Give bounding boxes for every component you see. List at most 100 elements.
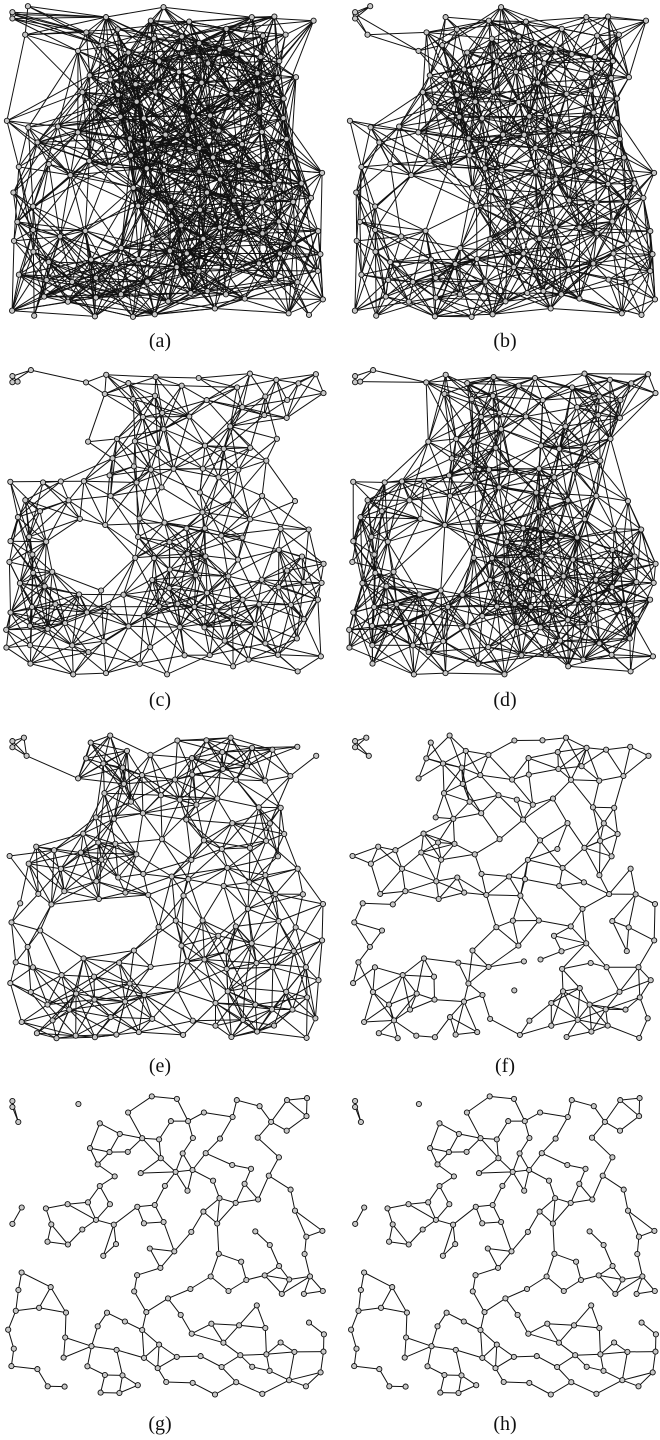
graph-edge (181, 385, 207, 401)
graph-edge (30, 369, 87, 383)
graph-edge (242, 406, 265, 416)
graph-edge (576, 379, 611, 408)
graph-edge (205, 556, 217, 611)
graph-node (547, 305, 554, 312)
graph-node (383, 583, 390, 590)
graph-node (64, 298, 71, 305)
graph-node (191, 603, 198, 610)
graph-edge (490, 190, 519, 226)
graph-edge (236, 387, 243, 408)
graph-edge (556, 495, 597, 536)
graph-node (638, 526, 645, 533)
graph-edge (30, 644, 89, 653)
graph-edge (171, 876, 177, 921)
graph-node (318, 579, 325, 586)
graph-edge (154, 292, 191, 315)
graph-edge (495, 447, 500, 488)
graph-edge (146, 167, 204, 240)
graph-node (416, 591, 423, 598)
graph-edge (610, 392, 656, 440)
graph-edge (353, 593, 420, 613)
graph-edge (242, 399, 288, 408)
graph-edge (449, 486, 500, 497)
graph-edge (187, 528, 206, 555)
graph-node (178, 98, 185, 106)
graph-edge (265, 775, 291, 782)
graph-edge (219, 226, 294, 245)
graph-edge (429, 44, 443, 76)
graph-edge (105, 626, 129, 674)
graph-edge (314, 980, 319, 1019)
graph-edge (455, 412, 501, 440)
graph-edge (226, 966, 273, 970)
graph-edge (105, 374, 134, 400)
graph-edge (59, 230, 86, 237)
graph-node (15, 163, 22, 170)
graph-node (350, 538, 357, 545)
graph-edge (540, 445, 555, 478)
graph-edge (355, 192, 376, 252)
graph-node (183, 525, 190, 532)
graph-edge (524, 553, 573, 561)
graph-node (532, 168, 539, 175)
graph-node (590, 601, 597, 608)
graph-edge (474, 91, 494, 103)
graph-node (251, 621, 259, 628)
graph-edge (51, 571, 80, 595)
graph-edge (149, 754, 162, 796)
graph-node (369, 642, 376, 649)
graph-edge (560, 640, 600, 644)
graph-node (152, 373, 159, 381)
graph-node (166, 566, 173, 573)
graph-edge (137, 205, 153, 240)
graph-edge (492, 376, 495, 396)
graph-edge (360, 229, 376, 275)
graph-edge (271, 1008, 307, 1039)
graph-edge (261, 202, 276, 280)
graph-edge (112, 457, 137, 483)
graph-edge (373, 571, 395, 608)
graph-node (617, 567, 624, 574)
graph-node (640, 194, 647, 201)
graph-edge (152, 238, 204, 240)
graph-edge (177, 553, 189, 604)
graph-edge (445, 646, 489, 674)
graph-edge (571, 387, 599, 416)
graph-node (532, 40, 539, 47)
graph-edge (147, 266, 177, 282)
graph-edge (567, 624, 590, 667)
graph-edge (618, 34, 630, 78)
graph-edge (68, 495, 111, 501)
graph-node (542, 652, 549, 659)
graph-node (468, 184, 476, 191)
graph-edge (59, 175, 71, 237)
graph-edge (499, 412, 512, 469)
graph-edge (456, 38, 493, 96)
graph-edge (88, 438, 118, 443)
graph-edge (272, 966, 319, 981)
graph-edge (155, 62, 209, 93)
graph-edge (101, 843, 116, 861)
graph-edge (28, 863, 65, 892)
graph-edge (475, 82, 538, 103)
graph-node (620, 154, 628, 161)
graph-node (376, 139, 383, 146)
graph-edge (389, 261, 410, 302)
graph-edge (223, 885, 276, 895)
graph-edge (123, 594, 129, 627)
graph-edge (9, 481, 41, 512)
graph-edge (251, 920, 280, 944)
graph-edge (501, 147, 536, 171)
graph-edge (619, 501, 629, 571)
graph-edge (362, 571, 394, 584)
graph-edge (205, 556, 243, 601)
graph-edge (485, 281, 551, 309)
graph-node (652, 390, 659, 397)
graph-edge (219, 48, 284, 119)
graph-edge (493, 376, 501, 413)
graph-edge (151, 170, 165, 240)
graph-edge (555, 48, 612, 79)
graph-edge (572, 559, 590, 625)
graph-edge (481, 412, 500, 418)
graph-node (201, 442, 209, 449)
